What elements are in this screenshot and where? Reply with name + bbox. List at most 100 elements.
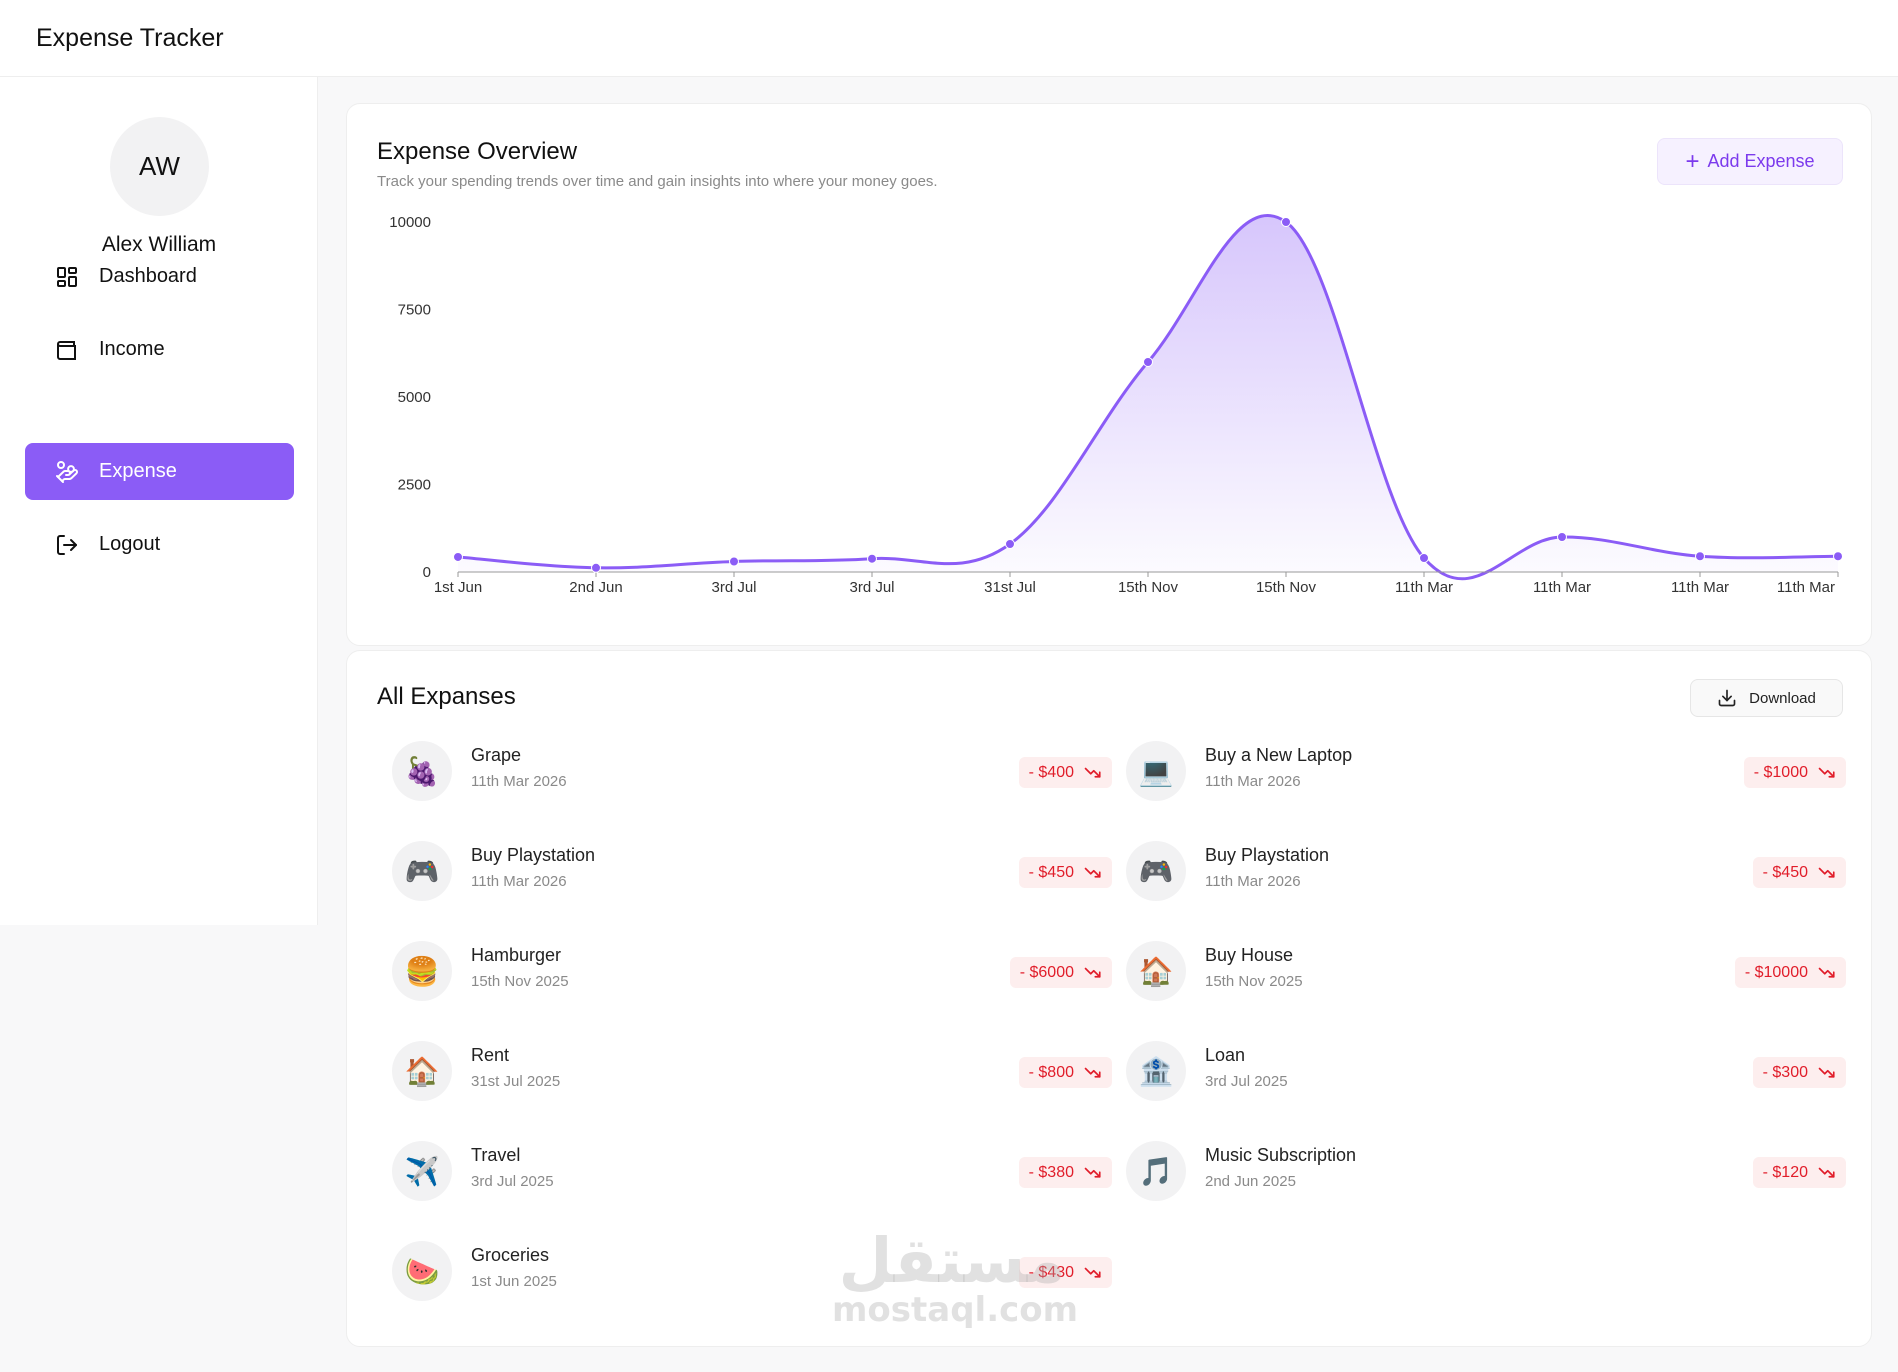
list-item[interactable]: 🍉 Groceries 1st Jun 2025 - $430: [377, 1231, 1112, 1311]
expense-amount: - $450: [1028, 863, 1074, 881]
expense-date: 31st Jul 2025: [471, 1073, 561, 1090]
expense-name: Buy a New Laptop: [1205, 745, 1353, 765]
chart-point[interactable]: [1695, 551, 1705, 562]
sidebar-item-expense[interactable]: Expense: [25, 443, 294, 500]
x-tick-label: 11th Mar: [1533, 579, 1591, 596]
expense-date: 15th Nov 2025: [471, 973, 569, 990]
expense-emoji-icon: 🏠: [392, 1041, 452, 1101]
sidebar-item-logout[interactable]: Logout: [25, 516, 294, 573]
expense-emoji-icon: ✈️: [392, 1141, 452, 1201]
expense-emoji-icon: 🏦: [1126, 1041, 1186, 1101]
expense-chart: 1st Jun 2nd Jun 3rd Jul 3rd Jul 31st Jul 15th…: [389, 214, 1843, 596]
expense-amount-badge: - $380: [1018, 1157, 1112, 1188]
chart-point[interactable]: [1143, 357, 1153, 367]
trending-down-icon: [1818, 866, 1836, 880]
expense-date: 11th Mar 2026: [471, 873, 567, 890]
trending-down-icon: [1818, 1066, 1836, 1080]
sidebar: AW Alex William Dashboard Income Expense: [0, 77, 318, 925]
y-tick-label: 5000: [398, 389, 431, 406]
expense-name: Music Subscription: [1205, 1145, 1357, 1165]
chart-point[interactable]: [1419, 553, 1429, 563]
expense-amount-badge: - $1000: [1743, 757, 1846, 788]
expense-name: Buy House: [1205, 945, 1294, 965]
expense-date: 11th Mar 2026: [1205, 873, 1301, 890]
overview-subtitle: Track your spending trends over time and…: [377, 173, 938, 190]
y-tick-label: 10000: [389, 214, 431, 231]
chart-point[interactable]: [1833, 551, 1843, 562]
expense-name: Hamburger: [471, 945, 562, 965]
x-tick-label: 3rd Jul: [711, 579, 756, 596]
chart-point[interactable]: [729, 556, 739, 567]
expense-name: Rent: [471, 1045, 510, 1065]
top-bar: Expense Tracker: [0, 0, 1898, 77]
x-tick-label: 15th Nov: [1118, 579, 1179, 596]
x-tick-label: 3rd Jul: [849, 579, 894, 596]
expense-date: 11th Mar 2026: [1205, 773, 1301, 790]
chart-point[interactable]: [453, 551, 463, 562]
chart-point[interactable]: [591, 562, 601, 573]
expense-amount-badge: - $450: [1018, 857, 1112, 888]
expense-amount: - $400: [1028, 763, 1074, 781]
list-item[interactable]: ✈️ Travel 3rd Jul 2025 - $380: [377, 1131, 1112, 1211]
trending-down-icon: [1084, 966, 1102, 980]
sidebar-item-label: Income: [99, 338, 165, 360]
sidebar-item-income[interactable]: Income: [25, 321, 294, 378]
x-tick-label: 31st Jul: [984, 579, 1036, 596]
expense-amount-badge: - $400: [1018, 757, 1112, 788]
dashboard-icon: [55, 265, 79, 289]
expenses-title: All Expanses: [377, 683, 516, 710]
expense-name: Buy Playstation: [471, 845, 596, 865]
add-expense-button[interactable]: + Add Expense: [1657, 138, 1843, 185]
expense-amount: - $450: [1762, 863, 1808, 881]
chart-area-fill: [458, 215, 1838, 579]
chart-point[interactable]: [1005, 539, 1015, 549]
expense-amount: - $800: [1028, 1063, 1074, 1081]
all-expenses-card: All Expanses Download 🍇 Grape 11th Mar 202…: [346, 650, 1872, 1347]
x-tick-label: 2nd Jun: [569, 579, 622, 596]
x-tick-label: 11th Mar: [1395, 579, 1453, 596]
chart-point[interactable]: [1557, 532, 1567, 542]
download-label: Download: [1749, 689, 1816, 707]
expense-amount-badge: - $10000: [1734, 957, 1846, 988]
expense-date: 2nd Jun 2025: [1205, 1173, 1296, 1190]
list-item[interactable]: 💻 Buy a New Laptop 11th Mar 2026 - $1000: [1111, 731, 1846, 811]
list-item[interactable]: 🍇 Grape 11th Mar 2026 - $400: [377, 731, 1112, 811]
list-item[interactable]: 🎵 Music Subscription 2nd Jun 2025 - $120: [1111, 1131, 1846, 1211]
x-tick-label: 15th Nov: [1256, 579, 1317, 596]
sidebar-item-label: Expense: [99, 460, 177, 482]
expense-amount: - $6000: [1019, 963, 1074, 981]
chart-point[interactable]: [1281, 217, 1291, 227]
sidebar-item-label: Dashboard: [99, 265, 197, 287]
user-name: Alex William: [101, 233, 217, 256]
download-button[interactable]: Download: [1690, 679, 1843, 717]
expense-emoji-icon: 🍔: [392, 941, 452, 1001]
list-item[interactable]: 🍔 Hamburger 15th Nov 2025 - $6000: [377, 931, 1112, 1011]
list-item[interactable]: 🎮 Buy Playstation 11th Mar 2026 - $450: [1111, 831, 1846, 911]
list-item[interactable]: 🏠 Buy House 15th Nov 2025 - $10000: [1111, 931, 1846, 1011]
sidebar-item-dashboard[interactable]: Dashboard: [25, 248, 294, 305]
expense-emoji-icon: 🎮: [1126, 841, 1186, 901]
list-item[interactable]: 🎮 Buy Playstation 11th Mar 2026 - $450: [377, 831, 1112, 911]
trending-down-icon: [1084, 1166, 1102, 1180]
expense-name: Travel: [471, 1145, 521, 1165]
expense-emoji-icon: 🏠: [1126, 941, 1186, 1001]
expense-emoji-icon: 🎮: [392, 841, 452, 901]
expense-name: Groceries: [471, 1245, 550, 1265]
expense-amount: - $10000: [1744, 963, 1808, 981]
expense-emoji-icon: 🍇: [392, 741, 452, 801]
list-item[interactable]: 🏦 Loan 3rd Jul 2025 - $300: [1111, 1031, 1846, 1111]
app-title: Expense Tracker: [36, 24, 224, 52]
trending-down-icon: [1818, 1166, 1836, 1180]
expense-amount-badge: - $450: [1752, 857, 1846, 888]
sidebar-item-label: Logout: [99, 533, 161, 555]
expense-amount: - $380: [1028, 1163, 1074, 1181]
hand-coins-icon: [55, 460, 79, 484]
trending-down-icon: [1818, 766, 1836, 780]
list-item[interactable]: 🏠 Rent 31st Jul 2025 - $800: [377, 1031, 1112, 1111]
y-tick-label: 2500: [398, 477, 431, 494]
expense-name: Loan: [1205, 1045, 1246, 1065]
trending-down-icon: [1084, 1266, 1102, 1280]
trending-down-icon: [1084, 866, 1102, 880]
chart-point[interactable]: [867, 553, 877, 564]
expense-amount-badge: - $120: [1752, 1157, 1846, 1188]
